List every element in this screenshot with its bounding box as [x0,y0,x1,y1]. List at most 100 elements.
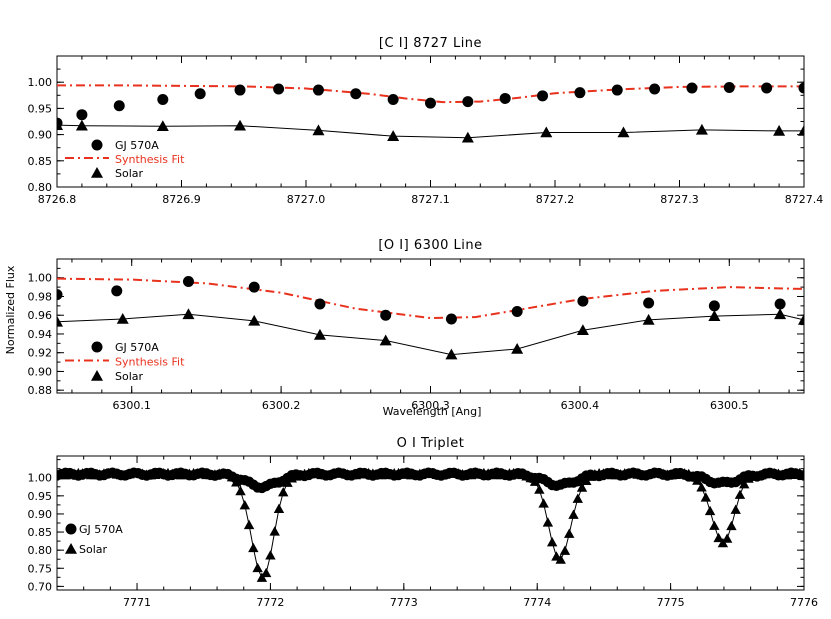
solar-point [734,489,746,499]
x-tick-label: 8726.9 [162,193,201,206]
gj570a-point [273,83,285,95]
y-tick-label: 0.80 [28,181,53,194]
solar-point [313,328,326,340]
solar-point [256,572,268,582]
x-tick-label: 8727.0 [287,193,326,206]
y-tick-label: 0.90 [28,129,53,142]
solar-point [696,482,707,492]
solar-point [713,532,724,543]
solar-point [243,519,255,530]
gj570a-point [761,82,773,94]
solar-point [564,528,575,538]
legend-label: GJ 570A [115,341,159,354]
solar-point [312,124,325,136]
x-tick-label: 6300.1 [112,399,151,412]
x-tick-label: 7774 [523,596,551,609]
legend-label: Solar [79,543,108,556]
solar-point [445,348,458,360]
gj570a-point [57,289,63,301]
gj570a-point [312,84,324,96]
gj570a-point [380,309,392,321]
solar-line [57,124,804,139]
gj570a-point [574,87,586,99]
gj570a-point [798,82,804,94]
solar-point [273,503,285,513]
solar-point [555,554,566,564]
solar-point [708,310,721,321]
y-tick-label: 0.95 [28,102,53,115]
y-tick-label: 0.98 [28,290,53,303]
solar-point [57,315,63,327]
gj570a-point [708,300,720,312]
panel-ci-8727: [C I] 8727 Line 8726.8 8726.9 8727.0 8727.1 8… [28,36,824,206]
gj570a-point [723,81,735,93]
gj570a-point [425,97,436,109]
legend-triangle-marker [65,543,77,554]
gj570a-point [643,297,655,309]
plot-area [57,467,804,582]
solar-point [572,493,583,503]
solar-point [379,334,392,346]
gj570a-point [157,93,169,105]
legend-triangle-marker [91,370,103,381]
solar-line [57,313,804,356]
gj570a-point [611,84,623,96]
plot-frame [56,55,805,188]
panel-oi-6300: [O I] 6300 Line 6300.1 6300.2 6300.3 6300.4 6… [28,238,805,412]
y-tick-label: 0.80 [28,544,53,557]
plot-frame [56,258,805,394]
gj570a-point [314,298,326,310]
chart-title: [O I] 6300 Line [378,238,482,253]
solar-point [568,509,579,519]
solar-point [709,520,720,530]
solar-point [156,120,169,132]
y-tick-label: 0.95 [28,490,53,503]
solar-point [704,505,716,516]
x-tick-label: 7773 [390,596,418,609]
y-tick-label: 0.75 [28,562,53,575]
y-tick-label: 0.90 [28,508,53,521]
solar-point [798,124,804,136]
plot-area [57,81,804,143]
y-tick-label: 0.94 [28,328,53,341]
x-tick-label: 6300.2 [262,399,301,412]
solar-point [726,520,737,531]
gj570a-point [113,100,125,112]
solar-point [730,504,741,514]
solar-point [576,482,588,492]
solar-point [739,479,750,489]
gj570a-point [111,285,123,297]
synthesis-fit-line [57,277,804,320]
solar-point [461,131,474,143]
gj570a-point [350,88,362,100]
solar-point [278,487,289,497]
x-tick-label: 6300.3 [411,399,450,412]
y-axis-label: Normalized Flux [4,265,17,354]
solar-point [642,313,655,325]
panel-oi-triplet: O I Triplet 7771 7772 7773 7774 7775 7776 0.70 0… [28,436,819,609]
solar-point [269,526,280,536]
chart-title: [C I] 8727 Line [379,36,482,51]
solar-point [75,119,88,131]
legend-label: Solar [115,167,144,180]
solar-point [387,130,400,141]
gj570a-point [182,275,194,287]
solar-point [546,537,558,547]
gj570a-point [798,470,804,481]
x-tick-label: 8727.2 [536,193,575,206]
x-tick-label: 8727.4 [785,193,824,206]
legend-label: Synthesis Fit [115,356,185,369]
solar-point [182,308,195,320]
legend-circle-marker [91,139,103,151]
gj570a-point [57,117,63,129]
solar-point [695,123,708,135]
gj570a-point [248,281,260,293]
x-tick-label: 8727.3 [660,193,699,206]
gj570a-point [649,83,661,95]
solar-point [576,324,589,336]
y-tick-label: 0.85 [28,155,53,168]
x-tick-label: 7771 [123,596,151,609]
x-tick-label: 7775 [657,596,685,609]
